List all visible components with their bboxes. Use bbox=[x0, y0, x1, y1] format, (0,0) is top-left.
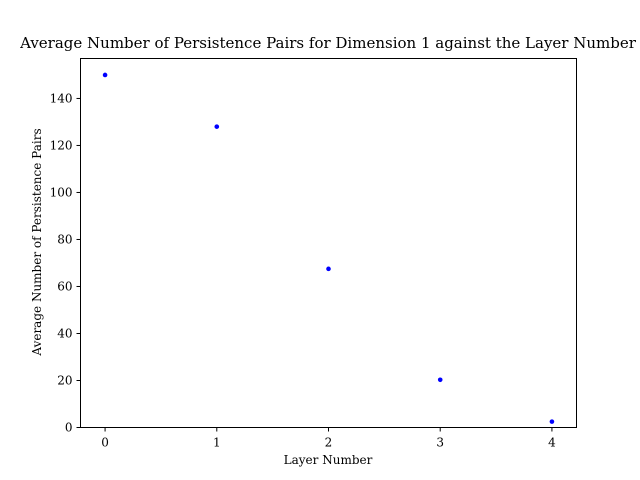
y-tick-label: 20 bbox=[57, 373, 72, 387]
y-tick-label: 0 bbox=[65, 421, 73, 435]
data-point bbox=[437, 377, 443, 383]
y-axis-label: Average Number of Persistence Pairs bbox=[30, 128, 44, 356]
data-point bbox=[549, 419, 555, 424]
y-tick-label: 40 bbox=[57, 326, 72, 340]
y-axis: 0 20 40 60 80 100 120 140 bbox=[50, 91, 81, 435]
x-tick-label: 0 bbox=[101, 436, 109, 450]
data-points bbox=[102, 72, 555, 424]
x-tick-label: 1 bbox=[213, 436, 221, 450]
y-tick-label: 140 bbox=[50, 91, 73, 105]
chart-title: Average Number of Persistence Pairs for … bbox=[19, 34, 637, 52]
y-tick-label: 100 bbox=[50, 185, 73, 199]
data-point bbox=[326, 266, 331, 272]
y-tick-label: 80 bbox=[57, 232, 72, 246]
x-axis-label: Layer Number bbox=[284, 453, 373, 467]
y-tick-label: 120 bbox=[50, 138, 73, 152]
data-point bbox=[102, 72, 108, 78]
y-tick-label: 60 bbox=[57, 279, 72, 293]
x-tick-label: 3 bbox=[436, 436, 444, 450]
x-tick-label: 4 bbox=[548, 436, 556, 450]
x-tick-label: 2 bbox=[325, 436, 333, 450]
plot-frame bbox=[80, 58, 577, 428]
data-point bbox=[214, 124, 220, 129]
x-axis: 0 1 2 3 4 bbox=[101, 427, 556, 450]
